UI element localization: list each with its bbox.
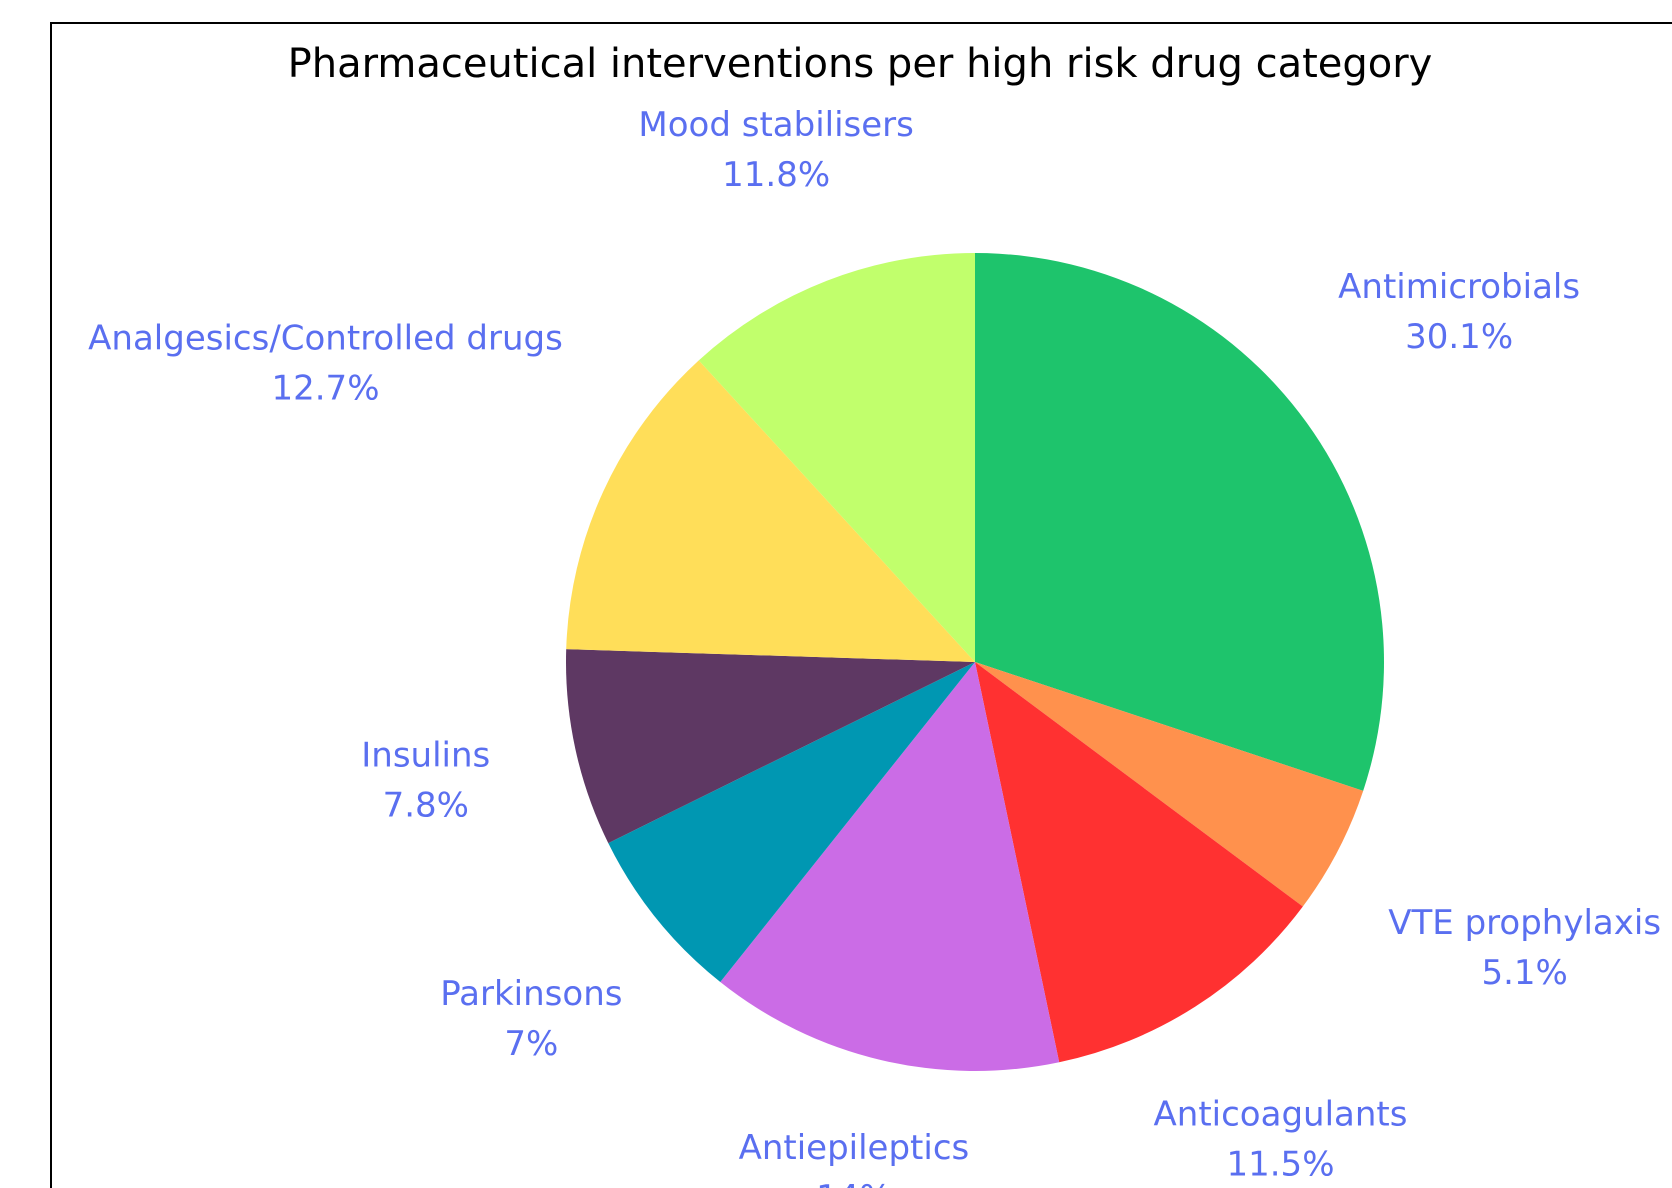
slice-label: Antimicrobials	[1338, 267, 1580, 307]
slice-label: Anticoagulants	[1154, 1095, 1408, 1135]
pie-slice	[608, 662, 975, 982]
chart-title: Pharmaceutical interventions per high ri…	[288, 41, 1433, 87]
slice-label: Mood stabilisers	[638, 105, 913, 145]
pie-slice	[566, 649, 975, 844]
slice-value: 12.7%	[271, 368, 379, 408]
slice-label: Analgesics/Controlled drugs	[88, 318, 563, 358]
slice-label: Antiepileptics	[739, 1128, 970, 1168]
slice-value: 7.8%	[383, 786, 469, 826]
slice-label: VTE prophylaxis	[1388, 903, 1661, 943]
pie-slice	[975, 662, 1303, 1063]
slice-value: 14%	[816, 1178, 892, 1188]
slice-value: 30.1%	[1405, 317, 1513, 357]
pie-slice	[698, 253, 975, 662]
slice-value: 11.8%	[722, 155, 830, 195]
pie-slice	[720, 662, 1060, 1072]
pie-slice	[975, 253, 1384, 791]
slice-label: Parkinsons	[440, 974, 622, 1014]
pie-slice	[975, 662, 1364, 907]
slice-label: Insulins	[361, 736, 490, 776]
slice-value: 7%	[504, 1024, 558, 1064]
pie-slice	[566, 360, 975, 662]
slice-value: 11.5%	[1226, 1145, 1334, 1185]
slice-value: 5.1%	[1481, 953, 1567, 993]
